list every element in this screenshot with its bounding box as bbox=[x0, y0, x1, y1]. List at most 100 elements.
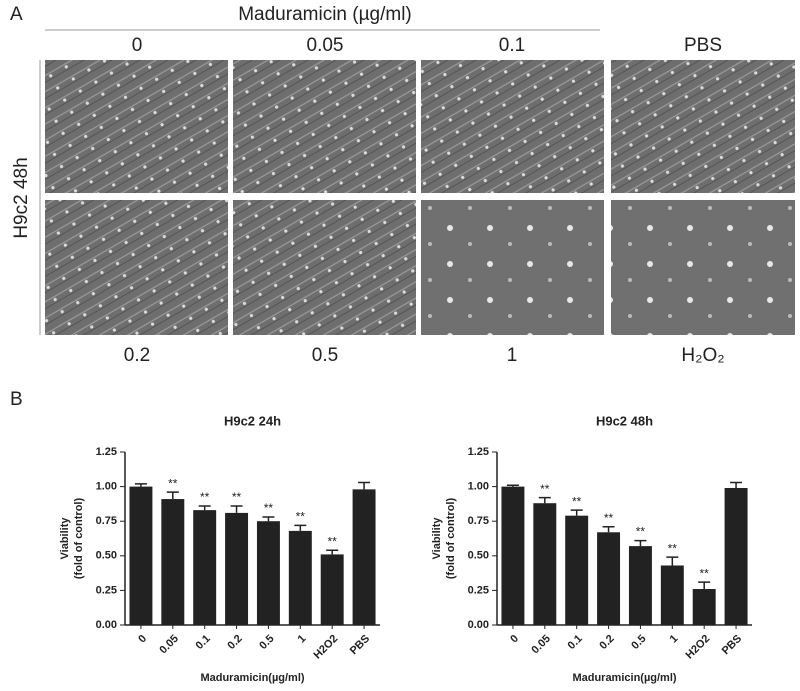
bar bbox=[352, 489, 376, 625]
bar bbox=[129, 486, 153, 625]
micrographs bbox=[45, 60, 795, 335]
y-tick-label: 0.50 bbox=[96, 550, 117, 562]
error-bar bbox=[326, 549, 339, 555]
significance: ** bbox=[296, 510, 306, 524]
significance: ** bbox=[264, 501, 274, 515]
y-tick-label: 0.25 bbox=[96, 584, 117, 596]
x-axis-label: Maduramicin(µg/ml) bbox=[572, 672, 676, 684]
bar bbox=[288, 530, 312, 625]
y-tick-label: 1.25 bbox=[96, 446, 117, 458]
error-bar bbox=[602, 525, 615, 533]
bar bbox=[256, 521, 280, 625]
error-bar bbox=[262, 516, 275, 522]
error-bar bbox=[698, 581, 711, 590]
micrograph bbox=[611, 200, 795, 335]
x-tick-label: 0 bbox=[508, 633, 521, 646]
bar bbox=[597, 532, 621, 625]
significance: ** bbox=[200, 490, 210, 504]
y-axis-label: (fold of control) bbox=[445, 498, 457, 580]
error-bar bbox=[166, 491, 179, 500]
x-tick-label: 0.5 bbox=[257, 633, 276, 652]
x-tick-label: 0.1 bbox=[566, 633, 585, 652]
error-bar bbox=[294, 524, 307, 531]
y-tick-label: 1.00 bbox=[96, 481, 117, 493]
y-tick-label: 0.00 bbox=[468, 619, 489, 631]
panel-label: A bbox=[10, 4, 23, 25]
bar bbox=[193, 510, 217, 625]
bar bbox=[628, 546, 652, 625]
bar bbox=[565, 515, 589, 625]
error-bar bbox=[134, 483, 147, 487]
column-label: 1 bbox=[507, 345, 518, 366]
y-tick-label: 0.50 bbox=[468, 550, 489, 562]
x-tick-label: 0.5 bbox=[629, 633, 648, 652]
micrograph bbox=[611, 60, 795, 193]
micrograph bbox=[421, 200, 604, 335]
bar bbox=[161, 499, 185, 625]
x-tick-label: 0.05 bbox=[157, 633, 181, 657]
chart-title: H9c2 48h bbox=[596, 413, 653, 428]
column-label: H₂O₂ bbox=[681, 345, 724, 366]
micrograph bbox=[45, 60, 228, 193]
micrograph bbox=[421, 60, 604, 193]
bar bbox=[533, 503, 557, 625]
micrograph bbox=[233, 60, 416, 193]
x-tick-label: PBS bbox=[720, 633, 744, 657]
y-tick-label: 0.75 bbox=[96, 515, 117, 527]
x-tick-label: 0.2 bbox=[225, 633, 244, 652]
y-tick-label: 0.75 bbox=[468, 515, 489, 527]
x-tick-label: H2O2 bbox=[312, 633, 341, 662]
bar bbox=[501, 486, 525, 625]
significance: ** bbox=[604, 511, 614, 525]
x-tick-label: H2O2 bbox=[684, 633, 713, 662]
x-tick-label: 0.2 bbox=[597, 633, 616, 652]
bar bbox=[692, 589, 716, 625]
x-axis-label: Maduramicin(µg/ml) bbox=[200, 672, 304, 684]
error-bar bbox=[666, 556, 679, 566]
x-tick-label: 0 bbox=[136, 633, 149, 646]
x-tick-label: 0.1 bbox=[194, 633, 213, 652]
significance: ** bbox=[168, 476, 178, 490]
panel-header: Maduramicin (µg/ml) bbox=[238, 4, 412, 25]
significance: ** bbox=[700, 566, 710, 580]
column-label: 0.2 bbox=[124, 345, 150, 366]
x-tick-label: 1 bbox=[668, 633, 681, 646]
side-label: H9c2 48h bbox=[11, 157, 32, 238]
panel-label: B bbox=[10, 389, 23, 410]
y-axis-label: (fold of control) bbox=[73, 498, 85, 580]
column-label: PBS bbox=[684, 35, 722, 56]
column-label: 0.05 bbox=[307, 35, 344, 56]
x-tick-label: 0.05 bbox=[529, 633, 553, 657]
error-bar bbox=[570, 509, 583, 516]
y-axis-label: Viability bbox=[59, 517, 71, 560]
x-tick-label: PBS bbox=[348, 633, 372, 657]
y-tick-label: 1.25 bbox=[468, 446, 489, 458]
significance: ** bbox=[540, 482, 550, 496]
column-label: 0.1 bbox=[499, 35, 525, 56]
bar bbox=[724, 487, 748, 625]
error-bar bbox=[198, 505, 211, 511]
bar bbox=[225, 512, 249, 625]
error-bar bbox=[730, 481, 743, 488]
micrograph bbox=[233, 200, 416, 335]
micrograph bbox=[45, 200, 228, 335]
bar bbox=[660, 565, 684, 625]
chart-title: H9c2 24h bbox=[224, 413, 281, 428]
significance: ** bbox=[636, 525, 646, 539]
x-tick-label: 1 bbox=[296, 633, 309, 646]
significance: ** bbox=[328, 534, 338, 548]
column-label: 0 bbox=[132, 35, 143, 56]
error-bar bbox=[230, 505, 243, 513]
significance: ** bbox=[232, 490, 242, 504]
bar bbox=[320, 554, 344, 625]
significance: ** bbox=[668, 541, 678, 555]
error-bar bbox=[538, 496, 551, 504]
significance: ** bbox=[572, 494, 582, 508]
error-bar bbox=[358, 481, 371, 490]
error-bar bbox=[634, 539, 647, 547]
y-tick-label: 1.00 bbox=[468, 481, 489, 493]
column-label: 0.5 bbox=[312, 345, 338, 366]
y-axis-label: Viability bbox=[431, 517, 443, 560]
y-tick-label: 0.25 bbox=[468, 584, 489, 596]
